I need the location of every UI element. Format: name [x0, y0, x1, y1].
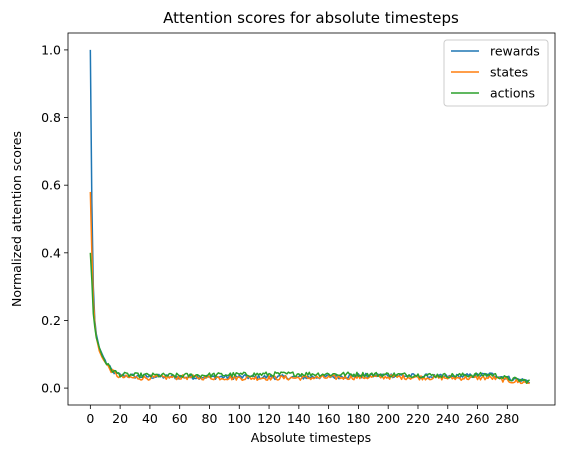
chart-title: Attention scores for absolute timesteps: [163, 9, 459, 27]
x-tick-label: 220: [406, 411, 430, 426]
y-tick-label: 0.6: [41, 178, 61, 193]
x-tick-label: 180: [346, 411, 370, 426]
x-tick-label: 240: [436, 411, 460, 426]
plot-frame: [67, 32, 556, 406]
x-tick-label: 120: [257, 411, 281, 426]
x-axis-title: Absolute timesteps: [251, 430, 371, 445]
x-tick-label: 280: [495, 411, 519, 426]
x-tick-label: 0: [86, 411, 94, 426]
y-tick-label: 0.0: [41, 381, 61, 396]
legend: rewards states actions: [443, 39, 549, 107]
y-tick-label: 0.8: [41, 110, 61, 125]
y-axis-title: Normalized attention scores: [9, 131, 24, 307]
y-tick-label: 0.2: [41, 313, 61, 328]
legend-frame: [443, 39, 549, 107]
x-tick-label: 160: [317, 411, 341, 426]
legend-label-rewards: rewards: [490, 44, 540, 59]
x-axis: 0 20 40 60 80 100 120 140 160 180 200 220 240 260 280: [86, 405, 519, 426]
x-tick-label: 20: [112, 411, 128, 426]
y-tick-label: 0.4: [41, 245, 61, 260]
legend-label-states: states: [490, 65, 528, 80]
x-tick-label: 40: [142, 411, 158, 426]
x-tick-label: 200: [376, 411, 400, 426]
x-tick-label: 100: [227, 411, 251, 426]
series-line-actions: [89, 252, 531, 384]
x-tick-label: 60: [172, 411, 188, 426]
x-tick-label: 260: [466, 411, 490, 426]
series-lines: [89, 49, 531, 385]
series-line-states: [89, 191, 530, 385]
x-tick-label: 80: [202, 411, 218, 426]
y-tick-label: 1.0: [41, 42, 61, 57]
x-tick-label: 140: [287, 411, 311, 426]
plot-area: [67, 32, 556, 406]
y-axis: 0.0 0.2 0.4 0.6 0.8 1.0: [41, 42, 68, 396]
legend-label-actions: actions: [490, 86, 535, 101]
